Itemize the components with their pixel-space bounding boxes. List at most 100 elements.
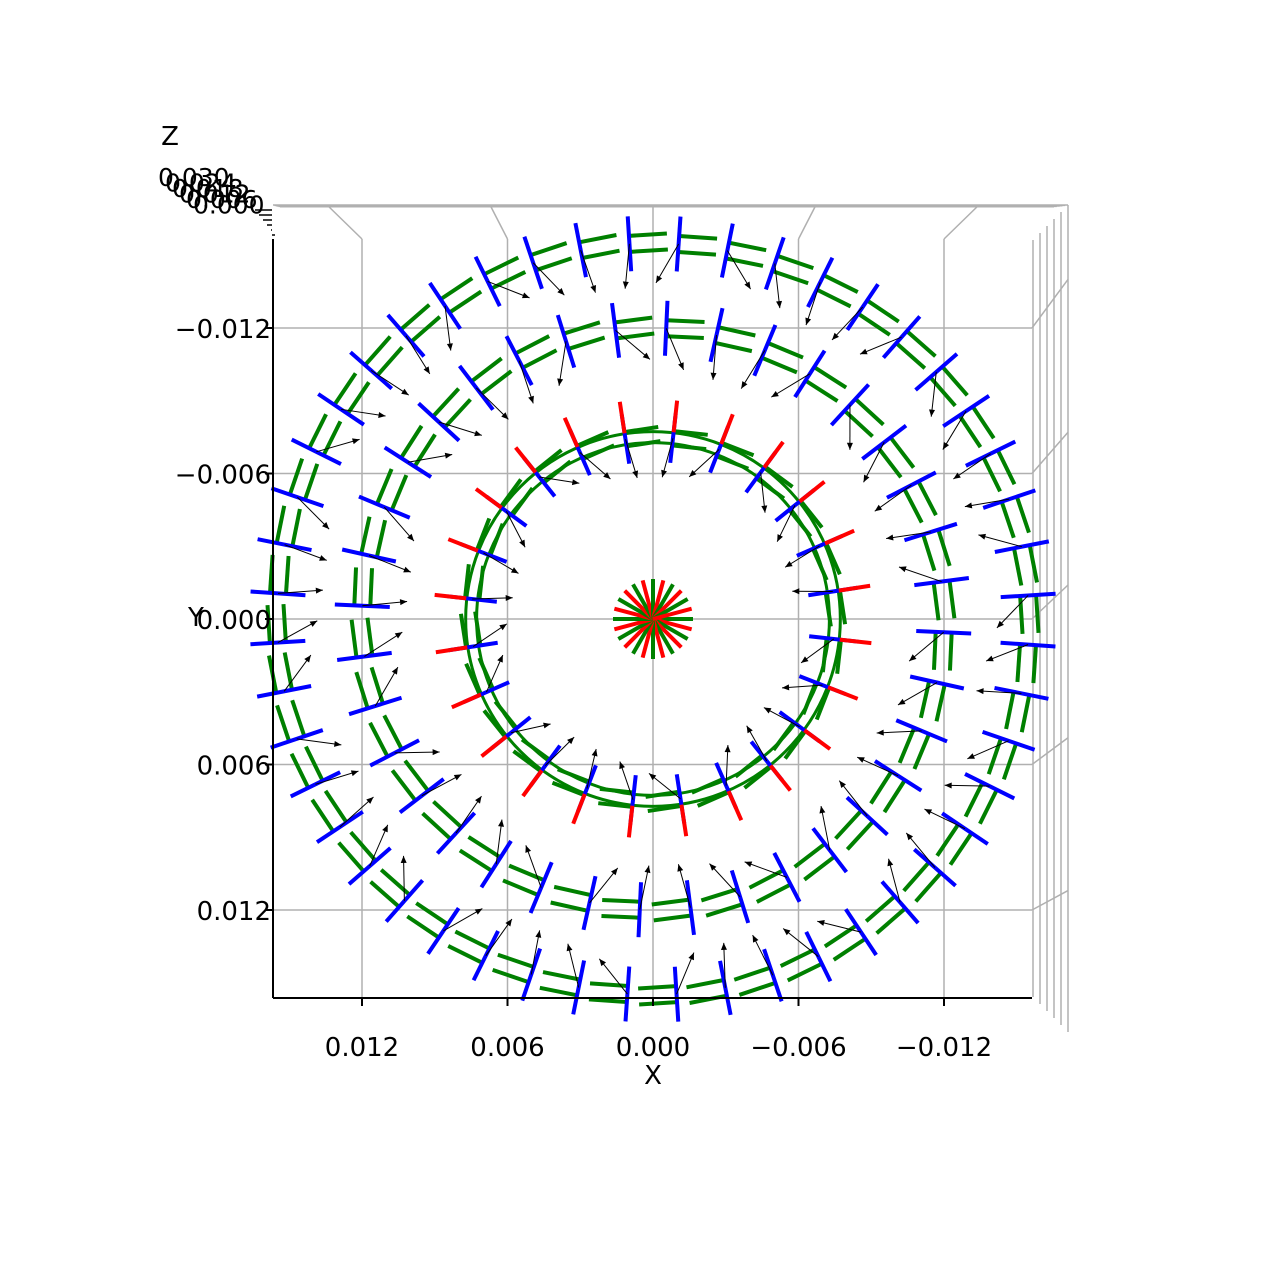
frame-glyph — [800, 634, 872, 674]
y-axis-bar — [533, 448, 563, 473]
y-axis-bar — [499, 478, 523, 509]
y-axis-bar — [715, 454, 750, 471]
y-axis-bar — [375, 468, 394, 505]
frame-glyph — [953, 439, 1017, 493]
arrow-head — [309, 620, 318, 627]
arrow-shaft — [817, 920, 862, 933]
x-tick-label: −0.006 — [750, 1033, 846, 1063]
y-axis-bar — [447, 944, 484, 965]
y-axis-bar — [651, 897, 690, 907]
arrow-shaft — [665, 328, 685, 371]
arrow-head — [792, 588, 800, 595]
arrow-head — [964, 502, 973, 509]
frame-glyph — [358, 468, 415, 542]
frame-glyph — [474, 478, 535, 548]
y-axis-bar — [720, 440, 755, 458]
arrow-shaft — [805, 282, 821, 326]
arrow-shaft — [924, 808, 966, 830]
y-axis-bar — [811, 547, 829, 581]
arrow-shaft — [403, 855, 405, 901]
arrow-shaft — [831, 306, 864, 341]
x-axis-bar — [480, 734, 508, 758]
y-axis-bar — [474, 517, 492, 552]
arrow-head — [603, 472, 611, 480]
arrow-shaft — [485, 918, 513, 956]
arrow-head — [557, 288, 565, 296]
arrow-shaft — [655, 243, 680, 284]
arrow-shaft — [407, 453, 453, 463]
arrow-shaft — [723, 942, 726, 988]
arrow-shaft — [615, 330, 651, 360]
y-axis-bar — [1012, 547, 1024, 586]
y-axis-bar — [705, 902, 743, 918]
frame-glyph — [978, 533, 1050, 586]
arrow-head — [746, 725, 753, 734]
arrow-shaft — [369, 824, 389, 867]
y-axis-bar — [406, 914, 440, 940]
arrow-head — [378, 412, 386, 418]
arrow-shaft — [771, 373, 811, 398]
arrow-head — [432, 749, 440, 756]
frame-glyph — [386, 303, 442, 375]
arrow-head — [399, 599, 408, 606]
y-axis-bar — [368, 568, 375, 607]
x-axis-bar — [562, 417, 580, 448]
arrow-shaft — [532, 262, 565, 296]
arrow-shaft — [978, 534, 1022, 548]
arrow-head — [525, 845, 532, 853]
frame-glyph — [793, 805, 849, 882]
frame-glyph — [256, 652, 312, 699]
arrow-head — [315, 587, 323, 594]
y-axis-bar — [458, 848, 493, 873]
arrow-shaft — [438, 421, 482, 436]
arrow-head — [953, 472, 961, 479]
y-axis-bar — [986, 737, 1003, 775]
arrow-head — [859, 348, 868, 355]
arrow-shaft — [374, 666, 399, 707]
arrow-shaft — [820, 805, 831, 851]
y-axis-bar — [824, 542, 842, 576]
arrow-head — [886, 534, 894, 541]
y-axis-bar — [928, 375, 957, 408]
z-axis-bar — [398, 777, 445, 815]
arrow-head — [874, 504, 883, 512]
y-axis-bar — [921, 533, 937, 572]
y-axis-bar — [869, 770, 894, 805]
arrow-shaft — [530, 930, 541, 975]
arrow-head — [535, 930, 542, 938]
arrow-head — [400, 855, 407, 863]
x-tick-label: 0.000 — [616, 1033, 690, 1063]
frame-glyph — [876, 718, 948, 770]
arrow-head — [453, 774, 462, 781]
frame-glyph — [428, 276, 483, 351]
frame-glyph — [504, 334, 558, 404]
x-tick-label: 0.006 — [470, 1033, 544, 1063]
frame-glyph — [550, 867, 619, 931]
arrow-head — [557, 378, 564, 386]
y-axis-bar — [981, 456, 1002, 493]
y-axis-bar — [477, 565, 486, 601]
frame-glyph — [763, 707, 832, 760]
arrow-head — [967, 753, 975, 759]
y-axis-bar — [628, 231, 667, 238]
grid-line-receding — [943, 204, 980, 240]
arrow-head — [304, 655, 311, 663]
y-axis-bar — [673, 429, 708, 437]
arrow-shaft — [985, 644, 1029, 662]
frame-glyph — [834, 780, 889, 851]
y-axis-bar — [748, 868, 785, 890]
frame-glyph — [250, 603, 318, 647]
frame-glyph — [368, 714, 440, 768]
arrow-head — [444, 452, 453, 459]
y-axis-bar — [488, 522, 505, 557]
arrow-head — [590, 285, 597, 293]
x-axis-bar — [679, 804, 689, 837]
x-axis-bar — [827, 685, 859, 701]
arrow-head — [996, 620, 1004, 628]
center-spoke — [652, 606, 693, 621]
y-axis-bar — [556, 767, 591, 784]
y-axis-bar — [832, 937, 867, 962]
arrow-head — [776, 300, 783, 309]
y-axis-bar — [432, 800, 463, 829]
arrow-head — [474, 908, 483, 915]
